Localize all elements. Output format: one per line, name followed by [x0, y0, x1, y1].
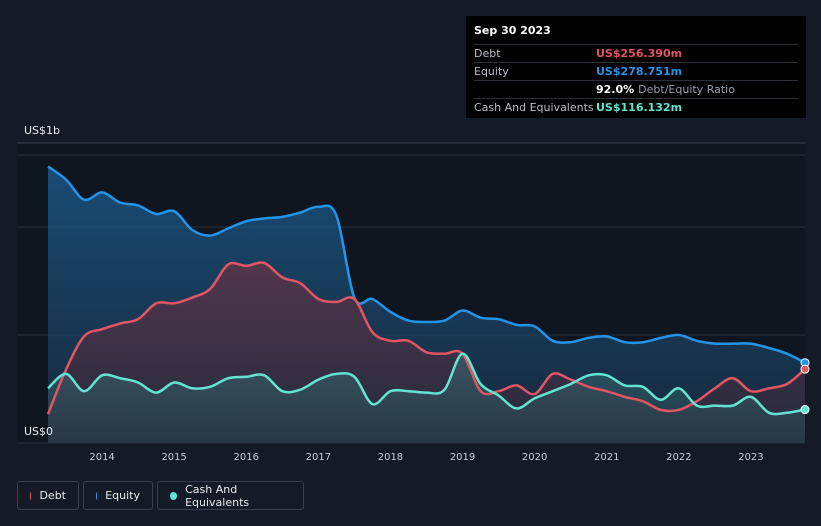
data-tooltip: Sep 30 2023 Debt US$256.390m Equity US$2…: [466, 16, 806, 118]
tooltip-debt-label: Debt: [474, 47, 501, 60]
x-tick-label: 2014: [89, 452, 114, 463]
tooltip-cash-value: US$116.132m: [596, 101, 683, 114]
debt-end-marker[interactable]: [800, 364, 810, 374]
cash-end-marker[interactable]: [800, 405, 810, 415]
x-tick-label: 2021: [594, 452, 619, 463]
tooltip-ratio-value: 92.0%: [596, 83, 635, 96]
debt-line: [46, 261, 806, 415]
tooltip-cash-label: Cash And Equivalents: [474, 101, 594, 114]
equity-dot-icon: [96, 491, 98, 500]
cash-area: [48, 353, 805, 443]
debt-dot-icon: [30, 491, 32, 500]
y-axis-top-label: US$1b: [24, 124, 61, 137]
tooltip-equity-row: Equity US$278.751m: [474, 62, 798, 80]
x-tick-label: 2017: [306, 452, 331, 463]
legend-debt[interactable]: Debt: [17, 481, 79, 510]
tooltip-equity-label: Equity: [474, 65, 509, 78]
legend-debt-label: Debt: [39, 489, 66, 502]
x-tick-label: 2019: [450, 452, 475, 463]
tooltip-ratio-row: 92.0% Debt/Equity Ratio: [474, 80, 798, 98]
x-tick-label: 2020: [522, 452, 547, 463]
legend-cash-label: Cash And Equivalents: [185, 482, 250, 509]
legend-equity-label: Equity: [105, 489, 140, 502]
x-tick-label: 2016: [234, 452, 259, 463]
series-lines: [46, 165, 806, 416]
end-markers: [800, 358, 810, 415]
x-tick-label: 2022: [666, 452, 691, 463]
x-tick-label: 2018: [378, 452, 403, 463]
tooltip-cash-row: Cash And Equivalents US$116.132m: [474, 98, 798, 116]
x-axis-ticks: 2014 2015 2016 2017 2018 2019 2020 2021 2022 2023: [89, 452, 763, 463]
cash-line: [47, 352, 806, 416]
tooltip-date: Sep 30 2023: [474, 24, 551, 37]
tooltip-debt-row: Debt US$256.390m: [474, 44, 798, 62]
x-tick-label: 2015: [161, 452, 186, 463]
tooltip-ratio-label: Debt/Equity Ratio: [638, 83, 735, 96]
cash-dot-icon: [170, 491, 178, 500]
legend-equity[interactable]: Equity: [83, 481, 153, 510]
tooltip-debt-value: US$256.390m: [596, 47, 683, 60]
x-tick-label: 2023: [738, 452, 763, 463]
tooltip-equity-value: US$278.751m: [596, 65, 683, 78]
equity-line: [47, 165, 806, 364]
legend-cash[interactable]: Cash And Equivalents: [157, 481, 304, 510]
y-axis-bottom-label: US$0: [24, 425, 54, 438]
